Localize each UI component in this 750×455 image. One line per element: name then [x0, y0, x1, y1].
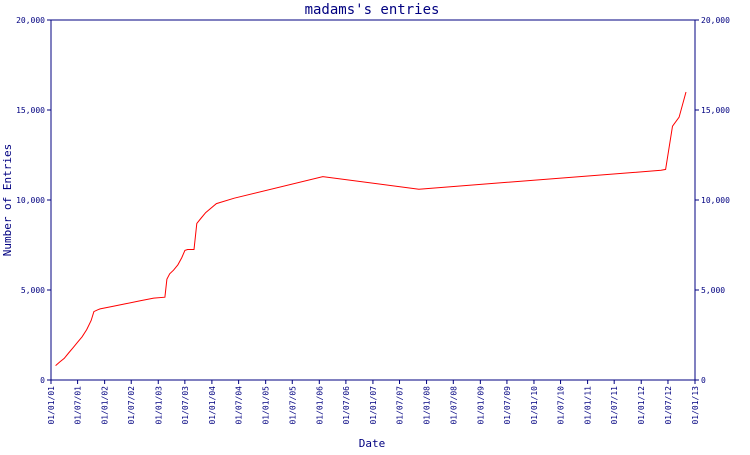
x-tick-label: 01/01/09	[476, 386, 485, 425]
y-tick-label-left: 20,000	[16, 16, 45, 25]
x-tick-label: 01/01/06	[315, 386, 324, 425]
x-tick-label: 01/01/05	[262, 386, 271, 425]
x-tick-label: 01/01/12	[637, 386, 646, 425]
x-tick-label: 01/07/08	[449, 386, 458, 425]
x-tick-label: 01/07/09	[503, 386, 512, 425]
x-axis-label: Date	[359, 437, 386, 450]
x-tick-label: 01/01/04	[208, 386, 217, 425]
y-tick-label-left: 15,000	[16, 106, 45, 115]
x-tick-label: 01/07/05	[288, 386, 297, 425]
chart-title: madams's entries	[305, 2, 440, 18]
x-tick-label: 01/01/02	[101, 386, 110, 425]
series-line	[55, 91, 687, 366]
y-tick-label-right: 5,000	[701, 286, 725, 295]
x-tick-label: 01/07/01	[74, 386, 83, 425]
series-layer	[55, 91, 687, 366]
x-tick-label: 01/01/03	[154, 386, 163, 425]
x-tick-label: 01/07/02	[127, 386, 136, 425]
x-tick-label: 01/07/10	[557, 386, 566, 425]
x-tick-label: 01/01/13	[691, 386, 700, 425]
y-tick-label-right: 0	[701, 376, 706, 385]
x-tick-label: 01/07/11	[610, 386, 619, 425]
y-tick-label-left: 5,000	[21, 286, 45, 295]
x-tick-label: 01/01/11	[584, 386, 593, 425]
y-tick-label-left: 10,000	[16, 196, 45, 205]
y-axis-left: 0 5,000 10,000 15,000 20,000	[16, 16, 51, 385]
x-tick-label: 01/07/07	[396, 386, 405, 425]
y-tick-label-right: 20,000	[701, 16, 730, 25]
x-tick-label: 01/01/08	[423, 386, 432, 425]
x-tick-label: 01/01/01	[47, 386, 56, 425]
y-tick-label-right: 10,000	[701, 196, 730, 205]
plot-frame	[50, 19, 696, 381]
y-tick-label-left: 0	[40, 376, 45, 385]
x-tick-label: 01/01/07	[369, 386, 378, 425]
y-axis-label: Number of Entries	[1, 144, 14, 257]
x-axis: 01/01/01 01/07/01 01/01/02 01/07/02 01/01/03…	[47, 380, 700, 425]
x-tick-label: 01/01/10	[530, 386, 539, 425]
y-axis-right: 0 5,000 10,000 15,000 20,000	[695, 16, 730, 385]
x-tick-label: 01/07/04	[235, 386, 244, 425]
x-tick-label: 01/07/03	[181, 386, 190, 425]
x-tick-label: 01/07/12	[664, 386, 673, 425]
x-tick-label: 01/07/06	[342, 386, 351, 425]
y-tick-label-right: 15,000	[701, 106, 730, 115]
